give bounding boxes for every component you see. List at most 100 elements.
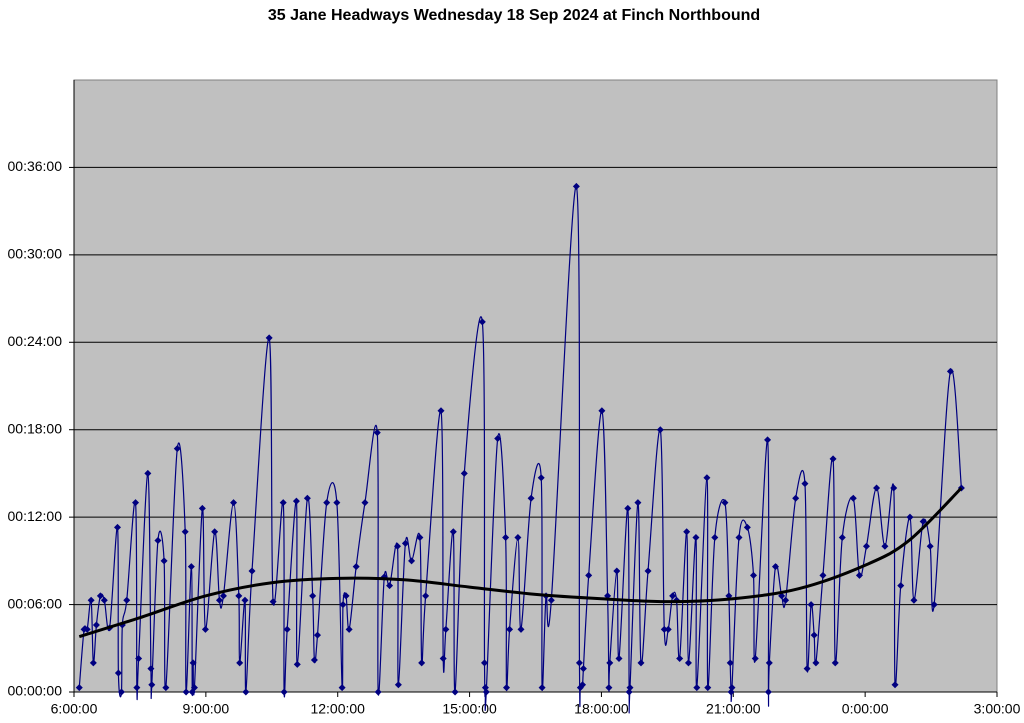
y-tick-label: 00:06:00 xyxy=(8,595,63,611)
data-point xyxy=(910,596,918,604)
y-tick-label: 00:24:00 xyxy=(8,333,63,349)
data-point xyxy=(100,596,108,604)
data-point xyxy=(606,659,614,667)
data-point xyxy=(190,684,198,692)
data-point xyxy=(248,567,256,575)
data-point xyxy=(89,659,97,667)
data-point xyxy=(751,654,759,662)
data-point xyxy=(517,625,525,633)
data-point xyxy=(506,625,514,633)
data-point xyxy=(173,445,181,453)
data-point xyxy=(919,518,927,526)
data-point xyxy=(801,480,809,488)
data-point xyxy=(765,659,773,667)
data-point xyxy=(187,563,195,571)
data-point xyxy=(743,523,751,531)
data-point xyxy=(669,592,677,600)
data-point xyxy=(810,631,818,639)
data-point xyxy=(345,625,353,633)
data-point xyxy=(849,494,857,502)
data-point xyxy=(930,601,938,609)
data-point xyxy=(764,688,772,696)
data-point xyxy=(660,625,668,633)
data-point xyxy=(96,592,104,600)
data-point xyxy=(148,681,156,689)
data-point xyxy=(408,557,416,565)
data-point xyxy=(160,557,168,565)
data-point xyxy=(803,665,811,673)
data-point xyxy=(269,598,277,606)
data-point xyxy=(897,582,905,590)
data-point xyxy=(862,542,870,550)
data-point xyxy=(683,528,691,536)
x-tick-label: 6:00:00 xyxy=(51,701,98,717)
data-point xyxy=(494,434,502,442)
data-point xyxy=(333,499,341,507)
data-point xyxy=(881,542,889,550)
x-tick-label: 12:00:00 xyxy=(310,701,365,717)
data-point xyxy=(831,659,839,667)
data-point xyxy=(451,688,459,696)
data-point xyxy=(265,334,273,342)
data-point xyxy=(692,534,700,542)
data-point xyxy=(283,625,291,633)
data-point xyxy=(514,534,522,542)
data-point xyxy=(626,684,634,692)
data-point xyxy=(236,659,244,667)
x-tick-label: 21:00:00 xyxy=(706,701,761,717)
data-point xyxy=(693,684,701,692)
data-point xyxy=(684,659,692,667)
data-point xyxy=(891,681,899,689)
data-point xyxy=(537,474,545,482)
data-point xyxy=(211,528,219,536)
data-point xyxy=(114,523,122,531)
data-point xyxy=(437,407,445,415)
data-point xyxy=(656,426,664,434)
y-tick-label: 00:36:00 xyxy=(8,158,63,174)
x-tick-label: 15:00:00 xyxy=(442,701,497,717)
data-point xyxy=(615,654,623,662)
data-point xyxy=(481,659,489,667)
data-point xyxy=(182,688,190,696)
data-point xyxy=(442,625,450,633)
data-point xyxy=(393,542,401,550)
y-tick-label: 00:30:00 xyxy=(8,246,63,262)
data-point xyxy=(132,499,140,507)
data-point xyxy=(230,499,238,507)
data-point xyxy=(575,659,583,667)
data-point xyxy=(338,684,346,692)
data-point xyxy=(215,596,223,604)
data-point xyxy=(906,513,914,521)
data-point xyxy=(144,469,152,477)
data-point xyxy=(394,681,402,689)
data-point xyxy=(323,499,331,507)
data-point xyxy=(92,621,100,629)
data-point xyxy=(235,592,243,600)
x-tick-label: 3:00:00 xyxy=(974,701,1021,717)
data-point xyxy=(721,499,729,507)
data-point xyxy=(838,534,846,542)
data-point xyxy=(782,596,790,604)
y-tick-label: 00:18:00 xyxy=(8,420,63,436)
x-tick-label: 0:00:00 xyxy=(842,701,889,717)
data-point xyxy=(292,497,300,505)
data-point xyxy=(585,571,593,579)
data-point xyxy=(279,499,287,507)
data-point xyxy=(637,659,645,667)
data-point xyxy=(728,684,736,692)
data-point xyxy=(117,688,125,696)
data-point xyxy=(547,596,555,604)
y-tick-label: 00:12:00 xyxy=(8,508,63,524)
data-point xyxy=(704,684,712,692)
data-point xyxy=(644,567,652,575)
data-point xyxy=(926,542,934,550)
data-point xyxy=(293,660,301,668)
data-point xyxy=(703,474,711,482)
data-point xyxy=(201,625,209,633)
data-point xyxy=(83,625,91,633)
data-point xyxy=(198,504,206,512)
data-point xyxy=(352,563,360,571)
data-point xyxy=(162,684,170,692)
data-point xyxy=(219,592,227,600)
